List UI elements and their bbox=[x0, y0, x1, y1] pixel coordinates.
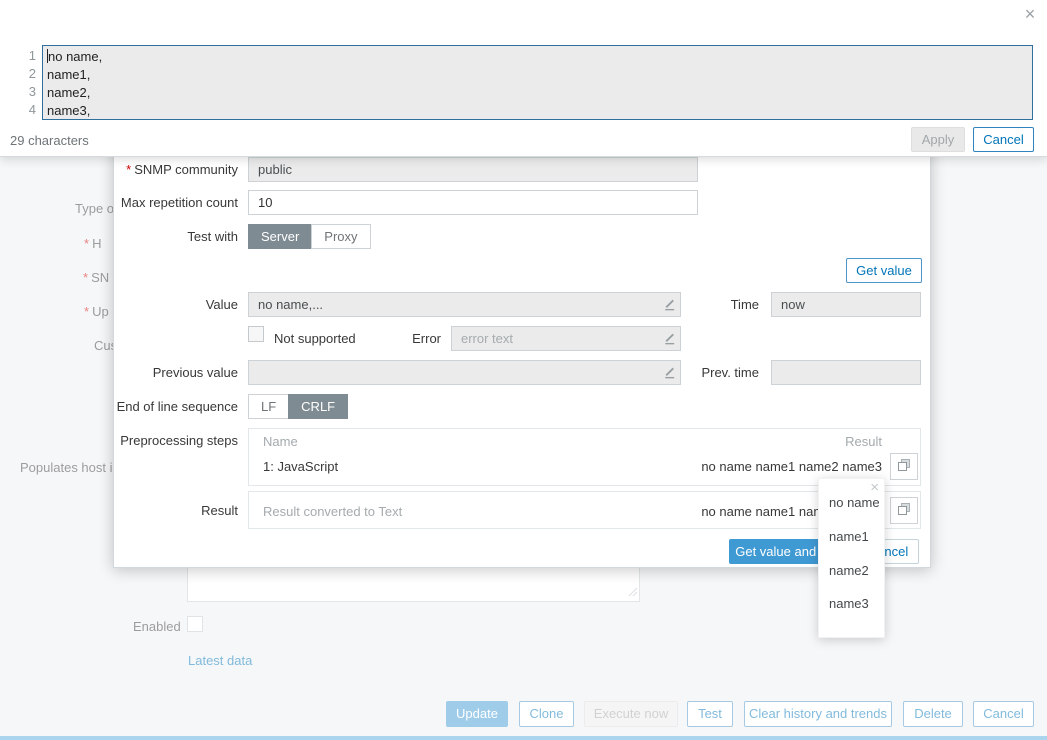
preprocessing-name-header: Name bbox=[263, 434, 298, 449]
result-placeholder: Result converted to Text bbox=[263, 504, 403, 519]
preprocessing-step-name: 1: JavaScript bbox=[263, 459, 339, 474]
item-test-dialog: * SNMP community public Max repetition co… bbox=[113, 140, 931, 568]
line-number: 3 bbox=[28, 84, 36, 99]
dropdown-item[interactable]: name1 bbox=[829, 529, 869, 544]
edit-pencil-icon[interactable] bbox=[658, 293, 680, 316]
get-value-button[interactable]: Get value bbox=[846, 258, 922, 283]
test-with-server-option[interactable]: Server bbox=[248, 224, 313, 249]
eol-toggle: LF CRLF bbox=[248, 394, 349, 419]
dropdown-close-icon[interactable]: × bbox=[870, 479, 879, 496]
preprocessing-table: Name Result 1: JavaScript no name name1 … bbox=[248, 428, 921, 486]
edit-pencil-icon[interactable] bbox=[658, 361, 680, 384]
line-number: 2 bbox=[28, 66, 36, 81]
time-label: Time bbox=[730, 297, 759, 312]
apply-button[interactable]: Apply bbox=[911, 127, 965, 152]
preprocessing-steps-label: Preprocessing steps bbox=[120, 433, 238, 448]
line-number: 1 bbox=[28, 48, 36, 63]
multiline-editor-overlay: × 1 2 3 4 no name, name1, name2, name3, … bbox=[0, 0, 1047, 157]
error-label: Error bbox=[412, 331, 441, 346]
copy-icon bbox=[897, 502, 911, 519]
editor-cancel-button[interactable]: Cancel bbox=[973, 127, 1034, 152]
snmp-community-input[interactable]: public bbox=[248, 157, 698, 182]
copy-result-button[interactable] bbox=[890, 453, 918, 480]
text-caret bbox=[47, 49, 48, 63]
required-asterisk: * bbox=[126, 162, 132, 177]
value-input[interactable]: no name,... bbox=[248, 292, 681, 317]
dropdown-item[interactable]: name2 bbox=[829, 563, 869, 578]
dropdown-item[interactable]: no name bbox=[829, 495, 880, 510]
result-label: Result bbox=[201, 503, 238, 518]
eol-crlf-option[interactable]: CRLF bbox=[288, 394, 349, 419]
not-supported-label: Not supported bbox=[274, 331, 356, 346]
not-supported-checkbox[interactable] bbox=[248, 326, 264, 342]
test-with-label: Test with bbox=[187, 229, 238, 244]
suggestion-dropdown: × no name name1 name2 name3 bbox=[818, 478, 885, 638]
previous-value-input[interactable] bbox=[248, 360, 681, 385]
error-input[interactable]: error text bbox=[451, 326, 681, 351]
preprocessing-step-result: no name name1 name2 name3 bbox=[701, 459, 882, 474]
value-label: Value bbox=[205, 297, 238, 312]
test-with-proxy-option[interactable]: Proxy bbox=[311, 224, 371, 249]
test-with-toggle: Server Proxy bbox=[248, 224, 371, 249]
copy-result-button[interactable] bbox=[890, 497, 918, 524]
snmp-community-label: * SNMP community bbox=[126, 162, 238, 177]
eol-lf-option[interactable]: LF bbox=[248, 394, 290, 419]
max-repetition-input[interactable]: 10 bbox=[248, 190, 698, 215]
prev-time-input[interactable] bbox=[771, 360, 921, 385]
line-number: 4 bbox=[28, 102, 36, 117]
character-count: 29 characters bbox=[10, 133, 89, 148]
time-input[interactable]: now bbox=[771, 292, 921, 317]
dropdown-item[interactable]: name3 bbox=[829, 596, 869, 611]
preprocessing-result-header: Result bbox=[845, 434, 882, 449]
eol-sequence-label: End of line sequence bbox=[116, 399, 238, 414]
overlay-close-icon[interactable]: × bbox=[1024, 4, 1036, 24]
max-repetition-label: Max repetition count bbox=[120, 195, 238, 210]
multiline-editor-input[interactable]: no name, name1, name2, name3, bbox=[42, 45, 1033, 120]
edit-pencil-icon[interactable] bbox=[658, 327, 680, 350]
copy-icon bbox=[897, 458, 911, 475]
previous-value-label: Previous value bbox=[152, 365, 238, 380]
prev-time-label: Prev. time bbox=[701, 365, 759, 380]
